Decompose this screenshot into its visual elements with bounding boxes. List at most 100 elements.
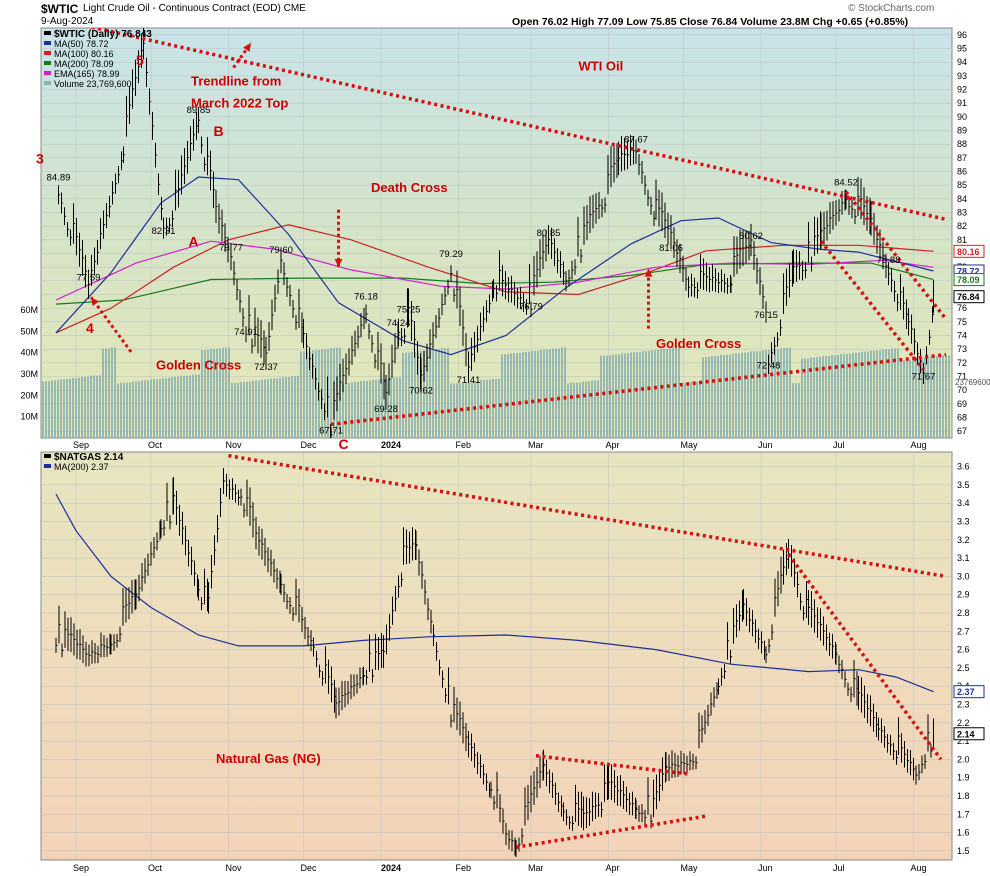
y-tick-label: 68: [957, 413, 967, 423]
price-label: 81.06: [659, 243, 683, 254]
y-tick-label: 1.8: [957, 791, 970, 801]
volume-bar: [483, 380, 485, 438]
volume-bar: [165, 378, 167, 438]
volume-bar: [672, 347, 674, 438]
volume-bar: [552, 348, 554, 438]
trendline: [819, 240, 925, 371]
volume-bar: [159, 378, 161, 438]
volume-bar: [873, 350, 875, 438]
x-tick-label: Jul: [833, 863, 845, 873]
volume-bar: [876, 350, 878, 438]
volume-bar: [822, 356, 824, 438]
volume-bar: [630, 352, 632, 438]
volume-bar: [387, 378, 389, 438]
volume-bar: [558, 348, 560, 438]
volume-bar: [396, 377, 398, 438]
volume-bar: [711, 356, 713, 438]
volume-bar: [201, 350, 203, 438]
annotation: Death Cross: [371, 180, 448, 195]
volume-bar: [381, 378, 383, 438]
volume-bar: [441, 348, 443, 438]
legend-label: EMA(165) 78.99: [54, 69, 120, 79]
volume-bar: [444, 348, 446, 438]
volume-bar: [918, 358, 920, 438]
legend-label: MA(50) 78.72: [54, 39, 109, 49]
volume-bar: [714, 355, 716, 438]
y-tick-label: 84: [957, 194, 967, 204]
y-tick-label: 88: [957, 139, 967, 149]
price-label: 80.85: [537, 228, 561, 239]
y-tick-label: 2.6: [957, 645, 970, 655]
volume-bar: [450, 383, 452, 438]
y-tick-label: 91: [957, 98, 967, 108]
annotation: 3: [36, 150, 44, 166]
volume-bar: [417, 351, 419, 438]
y-tick-label: 3.2: [957, 535, 970, 545]
price-label: 71.41: [457, 375, 481, 386]
volume-bar: [477, 381, 479, 438]
volume-bar: [753, 351, 755, 438]
volume-bar: [402, 352, 404, 438]
volume-bar: [816, 357, 818, 438]
volume-bar: [531, 350, 533, 438]
volume-bar: [555, 348, 557, 438]
volume-bar: [72, 378, 74, 438]
annotation: 4: [86, 320, 94, 336]
volume-bar: [942, 355, 944, 438]
volume-bar: [234, 382, 236, 438]
price-label: 87.67: [624, 135, 648, 146]
volume-bar: [798, 383, 800, 438]
volume-bar: [171, 377, 173, 438]
x-tick-label: Nov: [226, 440, 243, 450]
volume-bar: [378, 379, 380, 438]
x-tick-label: Oct: [148, 440, 163, 450]
volume-bar: [246, 381, 248, 438]
volume-bar: [891, 348, 893, 438]
volume-bar: [930, 356, 932, 438]
y-tick-label: 86: [957, 167, 967, 177]
y-tick-label: 3.0: [957, 571, 970, 581]
volume-bar: [117, 383, 119, 438]
volume-bar: [198, 374, 200, 438]
volume-bar: [723, 354, 725, 438]
volume-bar: [192, 374, 194, 438]
axis-value-tag: [953, 685, 985, 699]
volume-bar: [843, 353, 845, 438]
volume-bar: [903, 359, 905, 438]
trendline: [228, 453, 947, 579]
volume-bar: [66, 379, 68, 438]
volume-bar: [249, 381, 251, 438]
volume-bar: [90, 375, 92, 438]
y-tick-label: 2.2: [957, 718, 970, 728]
volume-bar: [795, 383, 797, 438]
ma50-line: [55, 176, 934, 356]
volume-bar: [597, 380, 599, 438]
axis-value-tag-text: 23769600: [955, 378, 990, 387]
annotation: C: [339, 436, 349, 452]
volume-bar: [363, 380, 365, 438]
volume-bar: [654, 349, 656, 438]
volume-bar: [786, 347, 788, 438]
volume-bar: [87, 376, 89, 438]
volume-bar: [882, 349, 884, 438]
volume-bar: [174, 376, 176, 438]
volume-bar: [48, 381, 50, 438]
volume-bar: [582, 381, 584, 438]
volume-bar: [546, 349, 548, 438]
volume-bar: [660, 349, 662, 438]
volume-bar: [636, 352, 638, 438]
volume-bar: [744, 352, 746, 438]
y-tick-label: 3.4: [957, 498, 970, 508]
volume-bar: [750, 351, 752, 438]
volume-bar: [861, 351, 863, 438]
volume-bar: [708, 356, 710, 438]
y-tick-label: 93: [957, 71, 967, 81]
volume-bar: [204, 349, 206, 438]
price-label: 71.67: [912, 371, 936, 382]
trendline-group: [87, 28, 948, 427]
volume-bar: [408, 352, 410, 438]
volume-bar: [729, 354, 731, 438]
volume-bar: [135, 381, 137, 438]
volume-bar: [258, 380, 260, 438]
annotation-arrow-head: [243, 43, 251, 52]
